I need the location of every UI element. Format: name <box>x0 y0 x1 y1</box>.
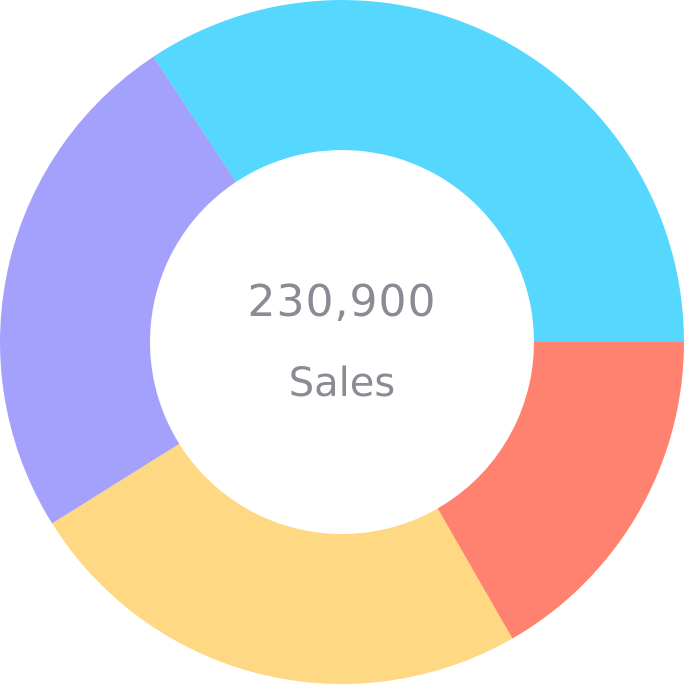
center-total-value: 230,900 <box>0 276 684 327</box>
center-caption: Sales <box>0 360 684 406</box>
